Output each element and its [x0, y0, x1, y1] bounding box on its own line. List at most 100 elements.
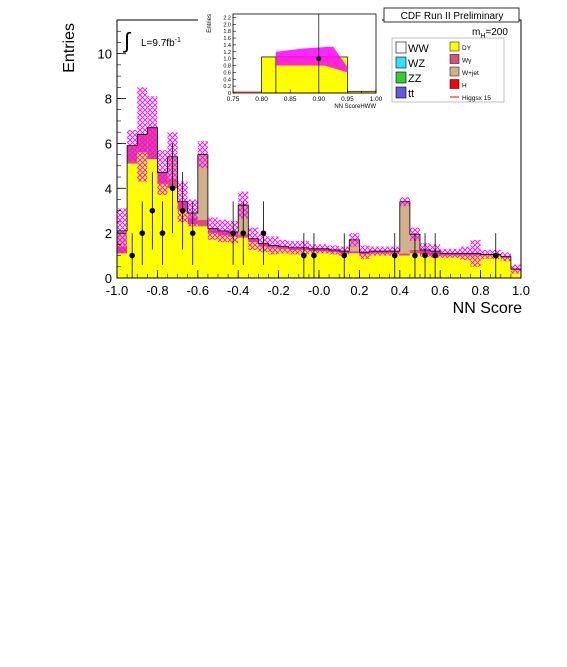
inset-x-title: NN ScoreHWW [334, 104, 376, 110]
dy-bar [369, 253, 380, 278]
inset-bar [261, 56, 277, 94]
svg-text:L=9.7fb-1: L=9.7fb-1 [141, 37, 181, 49]
axes: -1.0 -0.8 -0.6 -0.4 -0.2 -0.0 0.2 0.4 0.6 0.8 1.00… [98, 19, 530, 298]
inset-y-tick-label: 2.2 [223, 15, 231, 21]
x-tick-label: 0.6 [431, 283, 449, 298]
inset-y-tick-label: 0.4 [223, 77, 231, 83]
inset-y-title: Entries [207, 14, 213, 33]
x-tick-label: 0.4 [391, 283, 409, 298]
chart-title: CDF Run II Preliminary [401, 11, 504, 22]
inset-y-tick-label: 0 [228, 91, 231, 97]
dy-bar [268, 247, 279, 278]
inset-axes: 0.75 0.80 0.85 0.90 0.95 1.00 00.20.40.60.81.0… [223, 15, 382, 103]
inset-x-tick-label: 0.80 [255, 96, 268, 103]
inset-chart: 0.75 0.80 0.85 0.90 0.95 1.00 00.20.40.60.81.0… [198, 8, 383, 110]
legend: WW WZ ZZ tt DY Wγ W+jet H Higgsx 15 [391, 37, 505, 103]
dy-bar [319, 251, 330, 278]
y-axis-title: Entries [61, 23, 78, 73]
x-tick-label: -0.8 [146, 283, 168, 298]
dy-bar [218, 235, 229, 278]
luminosity-text: L=9.7fb [141, 38, 175, 49]
wgamma-bar [197, 219, 208, 227]
data-point [149, 207, 156, 214]
data-point [179, 207, 186, 214]
data-point [230, 230, 236, 236]
data-point [260, 230, 267, 236]
dy-bar [500, 257, 511, 278]
inset-x-tick-label: 1.00 [370, 96, 383, 103]
legend-swatch [395, 41, 407, 54]
dy-bar [329, 252, 340, 278]
luminosity-sup: -1 [175, 37, 181, 44]
inset-frame [232, 13, 377, 94]
y-tick-label: 6 [105, 136, 112, 151]
legend-swatch [449, 66, 460, 77]
data-point [412, 252, 418, 259]
inset-y-tick-label: 1.2 [223, 50, 231, 56]
title-box: CDF Run II Preliminary [383, 7, 520, 23]
integral-sign: ∫ [122, 28, 132, 53]
inset-y-tick-label: 2.0 [223, 22, 231, 28]
data-point [432, 252, 438, 259]
legend-label: Higgsx 15 [462, 95, 491, 102]
y-tick-label: 0 [105, 271, 112, 286]
dy-bar [510, 270, 521, 278]
inset-y-tick-label: 1.0 [223, 57, 231, 63]
legend-swatch [395, 71, 407, 84]
dy-bar [278, 248, 289, 278]
inset-point [316, 56, 322, 62]
inset-uncertainty-band [275, 46, 348, 73]
data-point [341, 252, 348, 259]
data-point [139, 230, 146, 236]
x-tick-label: -0.2 [267, 283, 289, 298]
x-tick-label: -0.4 [227, 283, 249, 298]
y-tick-label: 8 [105, 92, 112, 107]
dy-bar [207, 233, 218, 278]
inset-y-tick-label: 0.6 [223, 70, 231, 76]
x-tick-label: -1.0 [106, 283, 128, 298]
legend-swatch [449, 54, 460, 64]
x-tick-label: 0.2 [350, 283, 368, 298]
inset-x-tick-label: 0.75 [227, 96, 240, 103]
legend-label: WZ [408, 58, 425, 70]
inset-y-tick-label: 1.6 [223, 36, 231, 42]
dy-bar [460, 255, 471, 278]
dy-bar [117, 253, 128, 278]
dy-bar [359, 254, 370, 278]
data-point [159, 230, 166, 236]
inset-x-tick-label: 0.85 [284, 96, 297, 103]
luminosity-label: ∫ L=9.7fb-1 [122, 28, 181, 53]
dy-bar [379, 253, 390, 278]
data-point [129, 252, 135, 259]
dy-bar [288, 249, 299, 278]
legend-label: tt [408, 88, 414, 100]
inset-band-area [275, 46, 348, 73]
data-points [129, 143, 499, 278]
y-tick-label: 4 [105, 181, 112, 196]
inset-y-tick-label: 0.2 [223, 84, 231, 90]
y-tick-label: 2 [105, 226, 112, 241]
x-tick-label: -0.0 [308, 283, 330, 298]
inset-y-tick-label: 1.4 [223, 43, 231, 49]
data-point [391, 252, 398, 259]
data-point [492, 252, 499, 259]
dy-bar [480, 255, 491, 278]
dy-bar [399, 255, 410, 278]
inset-y-tick-label: 1.8 [223, 29, 231, 35]
data-point [189, 230, 196, 236]
inset-x-tick-label: 0.90 [312, 96, 325, 103]
dy-bar [197, 226, 208, 278]
dy-bar [349, 253, 360, 278]
wgamma-bar [349, 251, 360, 254]
dy-bar [248, 242, 259, 278]
data-point [422, 252, 428, 259]
legend-swatch [449, 41, 460, 52]
legend-label: ZZ [408, 73, 422, 85]
x-tick-label: -0.6 [187, 283, 209, 298]
x-axis-title: NN Score [453, 300, 522, 317]
data-point [301, 252, 307, 259]
inset-x-tick-label: 0.95 [341, 96, 354, 103]
dy-bar [127, 163, 138, 278]
data-point [240, 230, 247, 236]
